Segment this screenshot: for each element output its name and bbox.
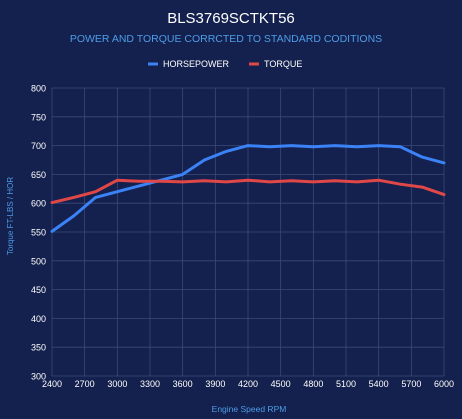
x-tick-label: 4800: [303, 379, 323, 389]
y-axis-ticks: 300 350 400 450 500 550 600 650 700 750 800: [31, 84, 46, 382]
x-tick-label: 3600: [173, 379, 193, 389]
x-tick-label: 5400: [369, 379, 389, 389]
series-line-torque: [50, 178, 446, 205]
y-tick-label: 300: [31, 372, 46, 382]
y-tick-label: 450: [31, 285, 46, 295]
y-tick-label: 550: [31, 228, 46, 238]
x-tick-label: 3300: [140, 379, 160, 389]
grid: [51, 87, 445, 377]
y-tick-label: 800: [31, 84, 46, 94]
y-tick-label: 650: [31, 170, 46, 180]
y-tick-label: 350: [31, 343, 46, 353]
legend-label-torque[interactable]: TORQUE: [264, 59, 302, 69]
x-axis-ticks: 2400 2700 3000 3300 3600 3900 4200 4500 4800 5100…: [42, 379, 454, 389]
chart-subtitle: POWER AND TORQUE CORRCTED TO STANDARD CO…: [70, 33, 382, 45]
y-tick-label: 500: [31, 256, 46, 266]
x-tick-label: 5700: [401, 379, 421, 389]
series-lines: [50, 144, 446, 233]
legend-label-horsepower[interactable]: HORSEPOWER: [163, 59, 230, 69]
y-axis-label: Torque FT-LBS / HOR: [6, 177, 15, 255]
x-tick-label: 6000: [434, 379, 454, 389]
chart-title: BLS3769SCTKT56: [167, 10, 295, 27]
x-tick-label: 3900: [205, 379, 225, 389]
x-tick-label: 2400: [42, 379, 62, 389]
y-tick-label: 700: [31, 141, 46, 151]
y-tick-label: 750: [31, 112, 46, 122]
y-tick-label: 400: [31, 314, 46, 324]
legend[interactable]: HORSEPOWER TORQUE: [148, 59, 302, 69]
x-tick-label: 4500: [271, 379, 291, 389]
x-tick-label: 2700: [75, 379, 95, 389]
x-axis-label: Engine Speed RPM: [212, 404, 287, 414]
x-tick-label: 4200: [238, 379, 258, 389]
x-tick-label: 5100: [336, 379, 356, 389]
x-tick-label: 3000: [107, 379, 127, 389]
series-line-horsepower: [50, 144, 446, 233]
y-tick-label: 600: [31, 199, 46, 209]
